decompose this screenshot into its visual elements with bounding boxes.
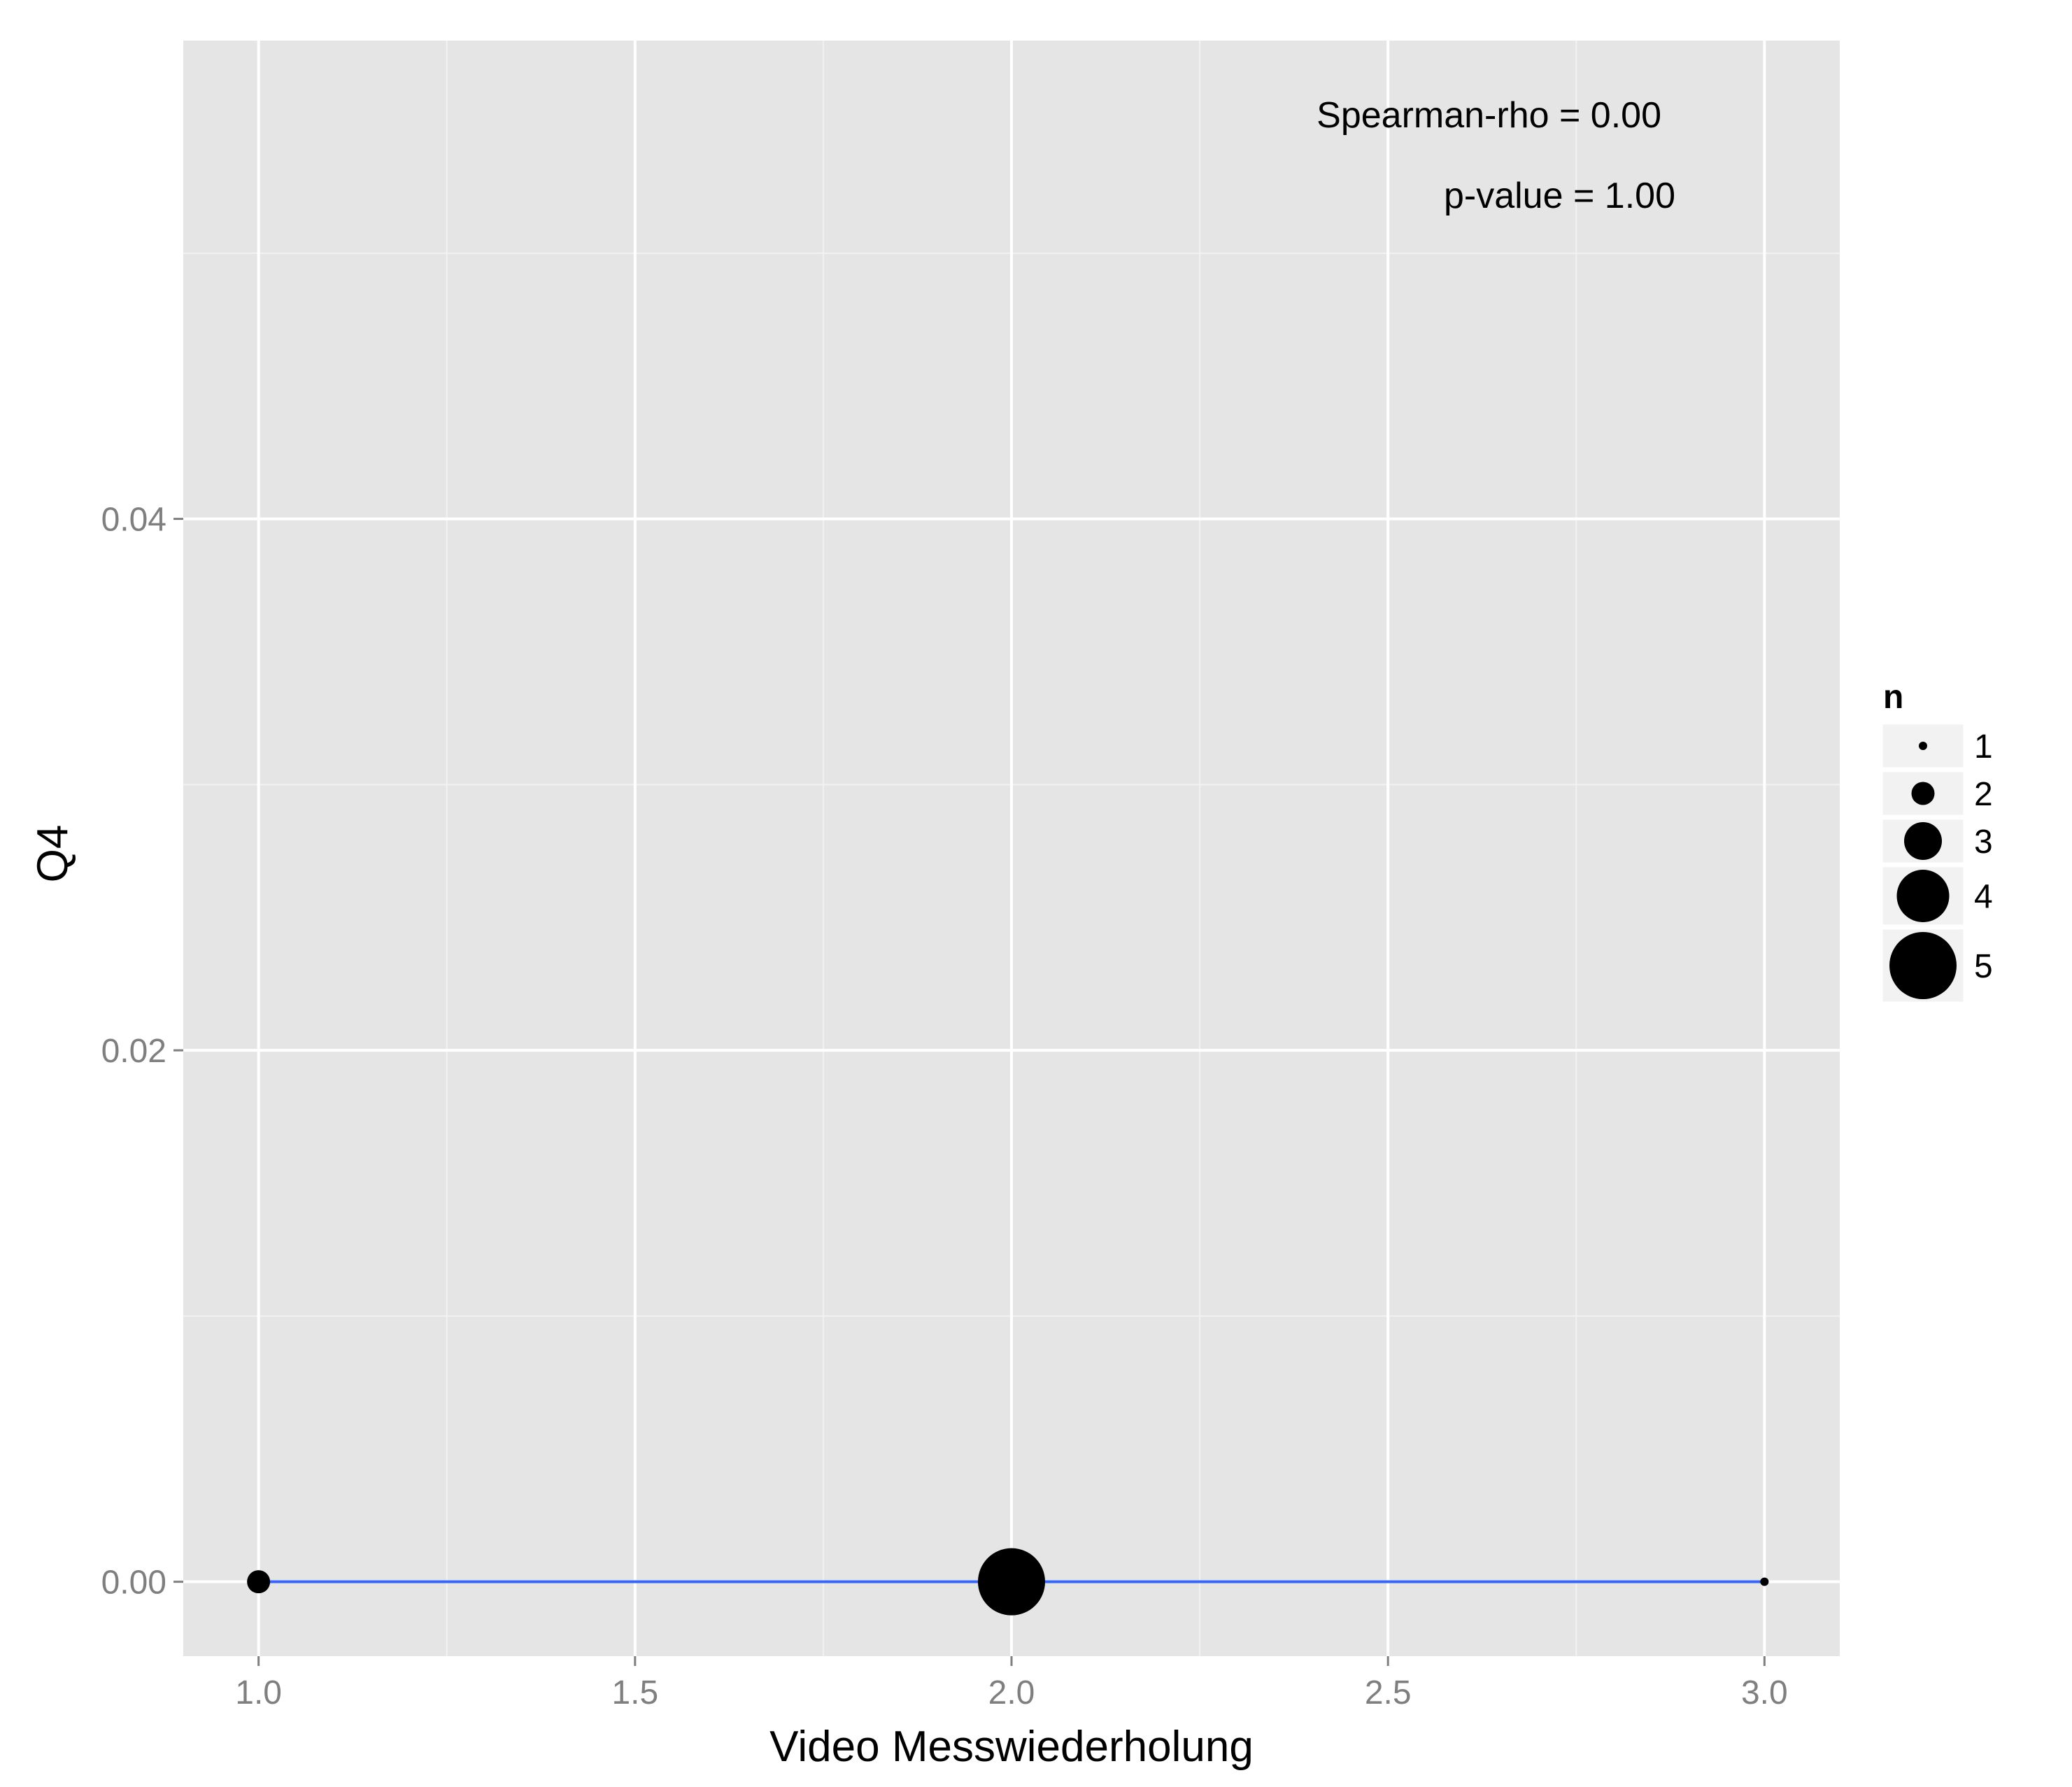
legend-key-point (1896, 870, 1950, 922)
x-tick-label: 2.0 (988, 1674, 1035, 1711)
data-point (978, 1548, 1045, 1616)
legend-label: 5 (1974, 948, 1993, 985)
x-axis-ticks: 1.0 1.5 2.0 2.5 3.0 (235, 1656, 1788, 1711)
legend-key-point (1904, 822, 1942, 860)
legend-key-point (1911, 782, 1935, 805)
annotation-p-value: p-value = 1.00 (1444, 176, 1675, 216)
legend-key-point (1889, 932, 1957, 999)
y-axis-title: Q4 (29, 825, 77, 883)
x-tick-label: 2.5 (1365, 1674, 1412, 1711)
data-point (247, 1570, 271, 1594)
legend-label: 2 (1974, 776, 1993, 813)
data-points (247, 1548, 1769, 1616)
legend-label: 4 (1974, 879, 1993, 916)
y-tick-label: 0.02 (101, 1033, 166, 1070)
y-tick-label: 0.04 (101, 502, 166, 539)
data-point (1760, 1577, 1769, 1586)
x-tick-label: 1.5 (611, 1674, 658, 1711)
x-tick-label: 1.0 (235, 1674, 282, 1711)
legend-title: n (1883, 679, 1903, 716)
legend-label: 3 (1974, 824, 1993, 861)
legend-label: 1 (1974, 728, 1993, 765)
legend: n 1 2 3 4 5 (1880, 679, 1993, 1004)
x-tick-label: 3.0 (1741, 1674, 1788, 1711)
legend-key-point (1919, 742, 1927, 750)
major-grid (183, 41, 1840, 1656)
x-axis-title: Video Messwiederholung (769, 1723, 1254, 1771)
annotation-spearman-rho: Spearman-rho = 0.00 (1317, 95, 1661, 136)
y-tick-label: 0.00 (101, 1564, 166, 1602)
y-axis-ticks: 0.00 0.02 0.04 (101, 502, 183, 1602)
